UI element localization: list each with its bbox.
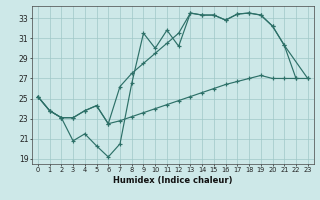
X-axis label: Humidex (Indice chaleur): Humidex (Indice chaleur) (113, 176, 233, 185)
